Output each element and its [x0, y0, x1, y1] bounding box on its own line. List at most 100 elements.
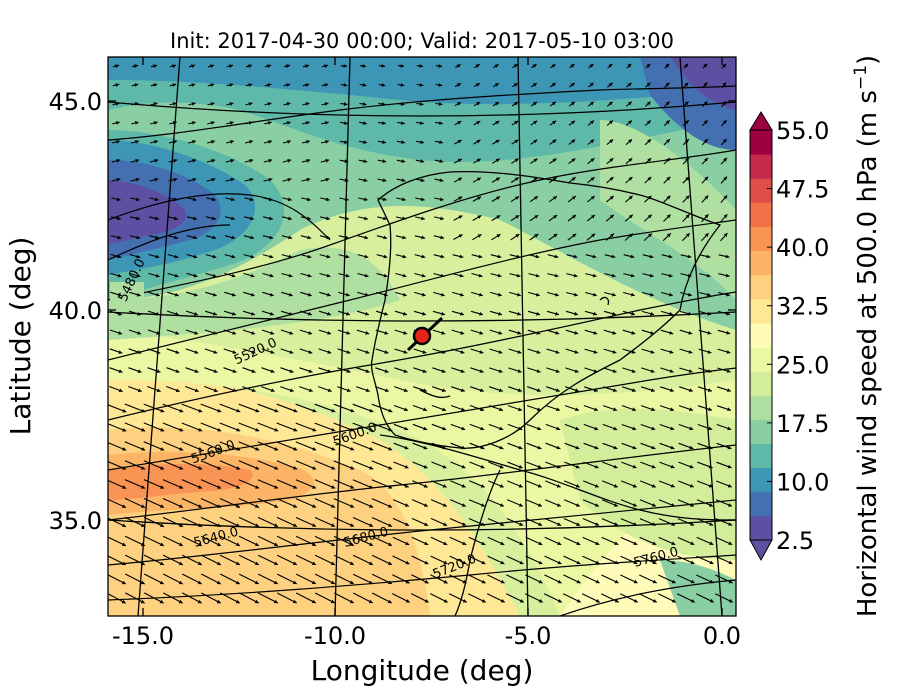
wind-arrow [333, 422, 355, 432]
wind-arrow-head [555, 369, 560, 373]
wind-arrow-head [666, 139, 670, 143]
wind-arrow-head [327, 311, 331, 316]
wind-arrow-head [628, 120, 632, 125]
wind-arrow-head [141, 428, 146, 432]
wind-arrow-head [459, 273, 464, 278]
wind-arrow-head [255, 542, 259, 546]
wind-arrow-head [212, 235, 217, 240]
wind-arrow-head [572, 215, 576, 219]
wind-arrow-head [197, 599, 202, 604]
wind-arrow-head [137, 388, 142, 393]
wind-arrow [181, 516, 203, 528]
colorbar-swatch [750, 322, 772, 348]
wind-arrow-head [591, 233, 596, 238]
wind-arrow-head [307, 235, 312, 240]
wind-arrow-head [727, 426, 732, 431]
wind-arrow-head [572, 233, 577, 238]
wind-arrow-head [555, 331, 560, 335]
wind-arrow-head [726, 369, 731, 373]
wind-arrow-head [349, 561, 354, 565]
wind-arrow-head [236, 427, 241, 432]
wind-arrow-head [576, 599, 581, 603]
wind-arrow [163, 592, 183, 604]
wind-arrow-head [685, 176, 690, 181]
wind-arrow-head [534, 196, 538, 200]
wind-arrow-head [459, 254, 464, 259]
wind-arrow-head [198, 523, 202, 527]
wind-arrow-head [267, 83, 272, 87]
wind-arrow-head [403, 369, 408, 373]
wind-arrow-head [419, 64, 424, 68]
wind-arrow-head [576, 579, 581, 584]
wind-arrow-head [704, 176, 709, 181]
wind-arrow-head [311, 580, 316, 584]
wind-arrow-head [633, 579, 638, 584]
wind-arrow-head [725, 292, 730, 297]
wind-arrow-head [402, 254, 407, 259]
wind-arrow-head [589, 82, 594, 87]
wind-arrow-head [217, 447, 222, 451]
wind-arrow-head [500, 579, 505, 584]
wind-arrow-head [517, 350, 522, 354]
wind-arrow-head [122, 408, 127, 413]
wind-arrow-head [556, 426, 561, 431]
wind-arrow-head [609, 214, 614, 219]
map-panel: 5480.0 5520.0 5560.0 5600.0 5640.0 5680.… [108, 57, 736, 616]
wind-arrow-head [709, 560, 714, 565]
wind-arrow-head [249, 158, 254, 163]
wind-arrow-head [250, 273, 255, 278]
wind-arrow-head [121, 542, 126, 546]
wind-arrow-head [651, 464, 656, 469]
wind-arrow-head [728, 503, 732, 507]
wind-arrow-head [575, 464, 580, 469]
wind-arrow-head [350, 485, 355, 489]
wind-arrow-head [480, 484, 485, 488]
wind-arrow-head [722, 101, 727, 106]
wind-arrow [181, 422, 203, 432]
wind-arrow-head [179, 428, 184, 432]
wind-arrow-head [650, 388, 655, 392]
wind-arrow-head [495, 158, 500, 163]
wind-arrow-head [122, 428, 127, 432]
wind-arrow-head [556, 484, 561, 488]
wind-arrow-head [519, 599, 524, 603]
wind-arrow-head [687, 273, 692, 278]
wind-arrow-head [477, 215, 482, 219]
wind-arrow-head [481, 541, 486, 545]
wind-arrow [182, 592, 202, 604]
wind-arrow-head [311, 561, 316, 565]
wind-arrow-head [688, 388, 693, 392]
wind-arrow-head [518, 445, 523, 450]
wind-arrow-head [707, 350, 712, 354]
wind-arrow [352, 535, 374, 547]
wind-arrow-head [551, 83, 556, 87]
wind-arrow [371, 516, 393, 528]
wind-arrow-head [175, 369, 180, 373]
wind-arrow-head [179, 523, 183, 527]
wind-arrow-head [648, 233, 652, 238]
wind-arrow-head [175, 388, 180, 393]
wind-arrow-head [669, 369, 674, 373]
wind-arrow-head [652, 599, 657, 603]
wind-arrow-head [388, 446, 393, 451]
colorbar-tick-label: 17.5 [776, 410, 829, 438]
wind-arrow-head [420, 121, 424, 125]
wind-arrow [314, 479, 336, 489]
wind-arrow-head [363, 140, 367, 144]
wind-arrow-head [497, 254, 502, 259]
wind-arrow-head [476, 177, 481, 182]
wind-arrow-head [594, 484, 599, 488]
colorbar-swatch [750, 250, 772, 276]
wind-arrow-head [517, 311, 521, 316]
wind-arrow-head [728, 541, 733, 545]
wind-arrow-head [709, 541, 714, 545]
wind-arrow-head [725, 254, 730, 259]
wind-arrow-head [495, 121, 500, 125]
wind-arrow-head [478, 254, 483, 259]
wind-arrow-head [594, 426, 599, 431]
wind-arrow-head [179, 408, 184, 413]
wind-arrow [124, 554, 146, 566]
wind-arrow-head [217, 408, 222, 413]
wind-arrow-head [704, 157, 708, 162]
wind-arrow-head [707, 388, 712, 392]
